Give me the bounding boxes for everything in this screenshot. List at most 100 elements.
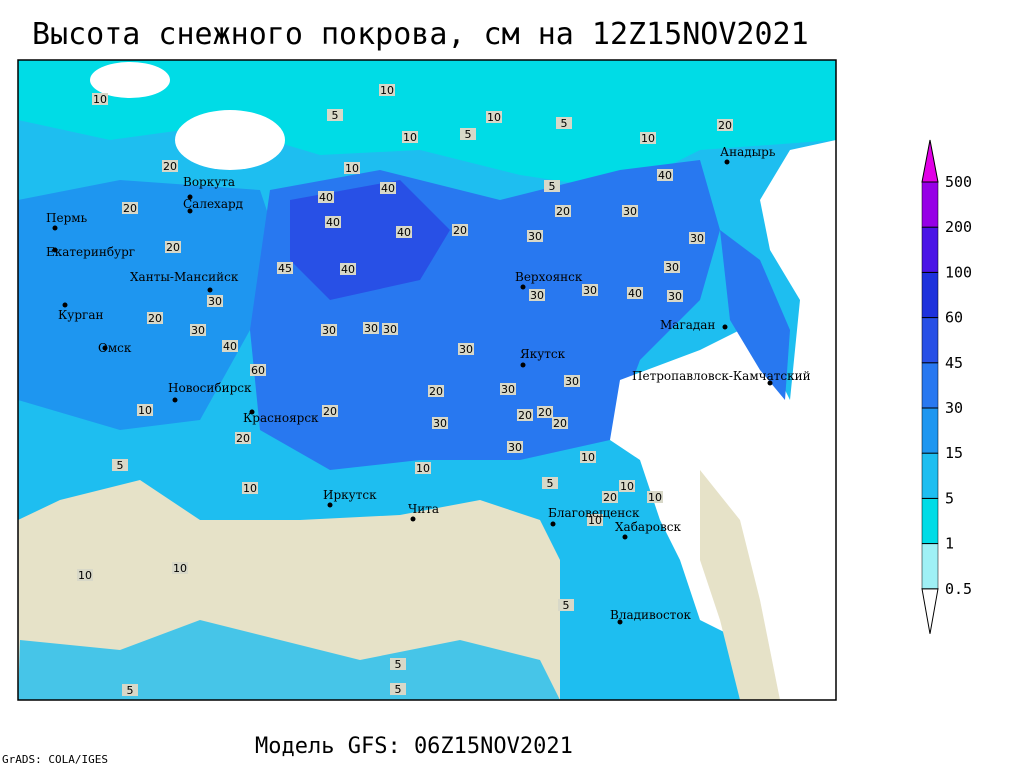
contour-label: 30 — [383, 323, 397, 336]
contour-label-bg — [555, 205, 571, 217]
contour-label: 5 — [563, 599, 570, 612]
contour-label: 20 — [429, 385, 443, 398]
city-label: Петропавловск-Камчатский — [632, 369, 811, 383]
contour-label-bg — [587, 514, 603, 526]
contour-label-bg — [235, 432, 251, 444]
contour-label-bg — [321, 324, 337, 336]
contour-label-bg — [112, 459, 128, 471]
city-dot — [550, 521, 556, 527]
contour-label: 5 — [547, 477, 554, 490]
city-dot — [102, 345, 108, 351]
colorbar-label: 45 — [945, 354, 963, 372]
city-label: Салехард — [183, 197, 243, 211]
contour-label: 20 — [323, 405, 337, 418]
contour-label-bg — [428, 385, 444, 397]
colorbar-arrow-high — [921, 139, 939, 183]
kamchatka — [720, 230, 790, 400]
contour-label: 40 — [319, 191, 333, 204]
colorbar-label: 100 — [945, 263, 972, 281]
sakhalin-japan — [700, 470, 780, 700]
contour-label-bg — [507, 441, 523, 453]
contour-label: 30 — [583, 284, 597, 297]
model-caption: Модель GFS: 06Z15NOV2021 — [255, 734, 573, 759]
contour-label: 5 — [332, 109, 339, 122]
contour-label: 30 — [459, 343, 473, 356]
contour-label: 40 — [658, 169, 672, 182]
city-dot — [207, 287, 213, 293]
contour-label: 5 — [117, 459, 124, 472]
region — [18, 620, 560, 700]
city-dot — [172, 397, 178, 403]
contour-label-bg — [689, 232, 705, 244]
colorbar-label: 1 — [945, 535, 954, 553]
contour-label-bg — [582, 284, 598, 296]
contour-label: 20 — [538, 406, 552, 419]
city-label: Ханты-Мансийск — [130, 270, 239, 284]
contour-label: 10 — [380, 84, 394, 97]
city-label: Владивосток — [610, 608, 692, 622]
contour-label: 30 — [530, 289, 544, 302]
contour-label-bg — [379, 84, 395, 96]
contour-label-bg — [322, 405, 338, 417]
city-label: Хабаровск — [615, 520, 681, 534]
city-label: Верхоянск — [515, 270, 583, 284]
contour-label: 10 — [243, 482, 257, 495]
contour-label-bg — [564, 375, 580, 387]
contour-label-bg — [147, 312, 163, 324]
colorbar-label: 500 — [945, 173, 972, 191]
contour-label-bg — [207, 295, 223, 307]
contour-label-bg — [460, 128, 476, 140]
region — [290, 180, 450, 300]
contour-label-bg — [390, 658, 406, 670]
colorbar-segment — [921, 543, 939, 590]
contour-label-bg — [390, 683, 406, 695]
sea — [175, 110, 285, 170]
contour-label-bg — [640, 132, 656, 144]
contour-label-bg — [558, 599, 574, 611]
contour-label-bg — [165, 241, 181, 253]
contour-label-bg — [517, 409, 533, 421]
city-label: Анадырь — [720, 145, 776, 159]
colorbar-segment — [921, 452, 939, 499]
city-label: Новосибирск — [168, 381, 252, 395]
contour-label-bg — [556, 117, 572, 129]
contour-label-bg — [664, 261, 680, 273]
contour-label: 30 — [565, 375, 579, 388]
city-dot — [520, 284, 526, 290]
contour-label-bg — [327, 109, 343, 121]
contour-label-bg — [667, 290, 683, 302]
contour-label-bg — [318, 191, 334, 203]
contour-label: 60 — [251, 364, 265, 377]
contour-label-bg — [657, 169, 673, 181]
map-frame — [17, 59, 837, 701]
contour-label: 20 — [718, 119, 732, 132]
contour-label: 20 — [163, 160, 177, 173]
city-dot — [52, 225, 58, 231]
contour-label-bg — [122, 202, 138, 214]
region — [18, 180, 280, 430]
contour-label: 5 — [561, 117, 568, 130]
contour-label-bg — [552, 417, 568, 429]
colorbar-segment — [921, 317, 939, 364]
colorbar-segment — [921, 181, 939, 228]
contour-label: 30 — [322, 324, 336, 337]
contour-label: 10 — [588, 514, 602, 527]
city-label: Чита — [408, 502, 439, 516]
contour-label-bg — [602, 491, 618, 503]
contour-label-bg — [415, 462, 431, 474]
contour-label: 30 — [208, 295, 222, 308]
colorbar-label: 60 — [945, 309, 963, 327]
contour-label-bg — [242, 482, 258, 494]
city-label: Иркутск — [323, 488, 377, 502]
city-label: Красноярск — [243, 411, 319, 425]
contour-label-bg — [340, 263, 356, 275]
contour-label-bg — [627, 287, 643, 299]
contour-label: 5 — [395, 683, 402, 696]
contour-label-bg — [647, 491, 663, 503]
city-label: Благовещенск — [548, 506, 640, 520]
contour-label: 10 — [78, 569, 92, 582]
title: Высота снежного покрова, см на 12Z15NOV2… — [32, 17, 809, 52]
city-dot — [249, 409, 255, 415]
city-label: Магадан — [660, 318, 715, 332]
city-dot — [187, 194, 193, 200]
